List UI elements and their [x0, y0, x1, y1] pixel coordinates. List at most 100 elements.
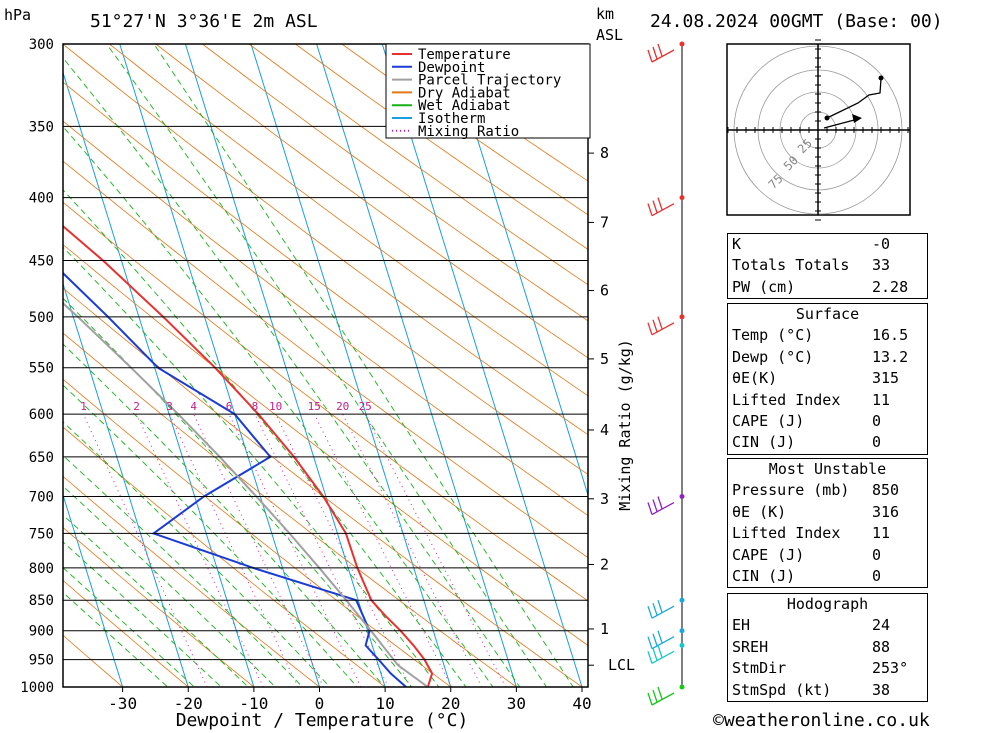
- index-label: θE (K): [732, 502, 787, 521]
- dry-adiabat-line: [387, 44, 588, 182]
- pressure-tick-label: 300: [29, 37, 54, 53]
- wind-barb-flag: [657, 316, 663, 330]
- footer-credit[interactable]: ©weatheronline.co.uk: [713, 710, 930, 731]
- height-tick-label: 7: [600, 213, 609, 231]
- wind-barb-flag: [647, 692, 653, 706]
- most-unstable-row: θE (K) 316: [728, 502, 927, 523]
- height-tick-label: 4: [600, 421, 609, 439]
- x-tick-label: -10: [239, 694, 268, 713]
- legend-label: Temperature: [418, 47, 511, 63]
- pressure-tick-label: 850: [29, 593, 54, 609]
- dry-adiabat-line: [155, 44, 588, 359]
- mixing-ratio-line: [228, 413, 362, 687]
- wet-adiabat-line: [63, 454, 304, 687]
- mixing-ratio-line: [254, 413, 389, 687]
- x-axis-title: Dewpoint / Temperature (°C): [176, 710, 469, 731]
- wind-barb-flag: [657, 645, 663, 658]
- index-value: 253°: [872, 659, 909, 678]
- dry-adiabat-line: [341, 44, 588, 216]
- mixing-ratio-axis-title: Mixing Ratio (g/kg): [616, 339, 634, 511]
- surface-row: CIN (J) 0: [728, 432, 927, 453]
- index-label: Lifted Index: [732, 524, 841, 543]
- index-label: StmSpd (kt): [732, 680, 832, 699]
- datetime-title: 24.08.2024 00GMT (Base: 00): [650, 11, 943, 32]
- x-tick-label: -30: [108, 694, 137, 713]
- mixing-ratio-label: 2: [133, 400, 140, 413]
- pressure-tick-label: 400: [29, 191, 54, 207]
- wind-barb-staff: [651, 501, 675, 516]
- wind-barb-flag: [652, 633, 658, 646]
- pressure-tick-label: 350: [29, 119, 54, 135]
- isotherm-line: [63, 70, 255, 687]
- height-tick-label: 6: [600, 282, 609, 300]
- index-label: Totals Totals: [732, 256, 850, 275]
- wind-level-dot: [679, 628, 685, 634]
- wind-barb-flag: [652, 499, 658, 512]
- mixing-ratio-line: [193, 413, 324, 687]
- hodograph-row: SREH 88: [728, 637, 927, 658]
- index-label: EH: [732, 616, 751, 635]
- isotherm-line: [63, 282, 189, 687]
- surface-row: Temp (°C) 16.5: [728, 325, 927, 346]
- x-tick-label: 30: [507, 694, 526, 713]
- x-tick-label: -20: [174, 694, 203, 713]
- hodograph-trace: [826, 78, 882, 119]
- dewpoint-line: [63, 271, 407, 687]
- wind-level-dot: [679, 597, 685, 603]
- wind-barb-staff: [651, 322, 675, 336]
- most-unstable-row: CAPE (J) 0: [728, 545, 927, 566]
- height-tick-label: 8: [600, 144, 609, 162]
- wind-level-dot: [679, 314, 685, 320]
- most-unstable-table: Most Unstable Pressure (mb) 850 θE (K) 316…: [727, 458, 928, 589]
- mixing-ratio-label: 25: [359, 400, 372, 413]
- index-value: 0: [872, 545, 882, 564]
- legend-label: Mixing Ratio: [418, 124, 519, 140]
- general-indices-table: K -0 Totals Totals 33 PW (cm) 2.28: [727, 233, 928, 300]
- pressure-tick-label: 750: [29, 526, 54, 542]
- wind-barb-flag: [652, 200, 658, 213]
- dry-adiabat-line: [201, 44, 588, 322]
- height-tick-label: 1: [600, 620, 609, 638]
- surface-row: Dewp (°C) 13.2: [728, 347, 927, 368]
- hodograph-row: StmDir 253°: [728, 658, 927, 679]
- mixing-ratio-line: [136, 413, 264, 687]
- wind-level-dot: [679, 195, 685, 201]
- index-value: -0: [872, 235, 891, 253]
- hodograph-start-dot: [824, 115, 830, 121]
- dry-adiabat-line: [63, 475, 321, 687]
- wind-barb-staff: [651, 49, 675, 63]
- index-value: 16.5: [872, 326, 909, 345]
- index-value: 11: [872, 390, 891, 409]
- index-value: 11: [872, 524, 891, 543]
- wind-barb-flag: [657, 197, 663, 210]
- surface-title: Surface: [795, 305, 860, 323]
- pressure-tick-label: 950: [29, 653, 54, 669]
- index-value: 316: [872, 502, 900, 521]
- index-value: 315: [872, 369, 900, 388]
- index-value: 33: [872, 256, 891, 275]
- storm-motion-arrowhead: [852, 114, 862, 123]
- dry-adiabat-line: [63, 44, 588, 436]
- isotherm-line: [184, 44, 386, 687]
- legend-label: Wet Adiabat: [418, 98, 511, 114]
- location-title: 51°27'N 3°36'E 2m ASL: [90, 11, 318, 32]
- wind-barb-flag: [657, 630, 663, 643]
- dry-adiabat-line: [63, 526, 255, 687]
- index-value: 0: [872, 411, 882, 430]
- wind-barb-flag: [647, 502, 653, 515]
- index-value: 2.28: [872, 277, 909, 296]
- index-label: CAPE (J): [732, 545, 805, 564]
- x-tick-label: 40: [572, 694, 591, 713]
- index-label: Temp (°C): [732, 326, 814, 345]
- height-tick-label: 3: [600, 490, 609, 508]
- height-unit-label: km: [596, 5, 614, 23]
- x-tick-label: 0: [315, 694, 325, 713]
- index-value: 0: [872, 433, 882, 452]
- surface-row: θE(K) 315: [728, 368, 927, 389]
- x-tick-label: 20: [441, 694, 460, 713]
- temperature-line: [63, 224, 434, 687]
- hodograph-row: EH 24: [728, 615, 927, 636]
